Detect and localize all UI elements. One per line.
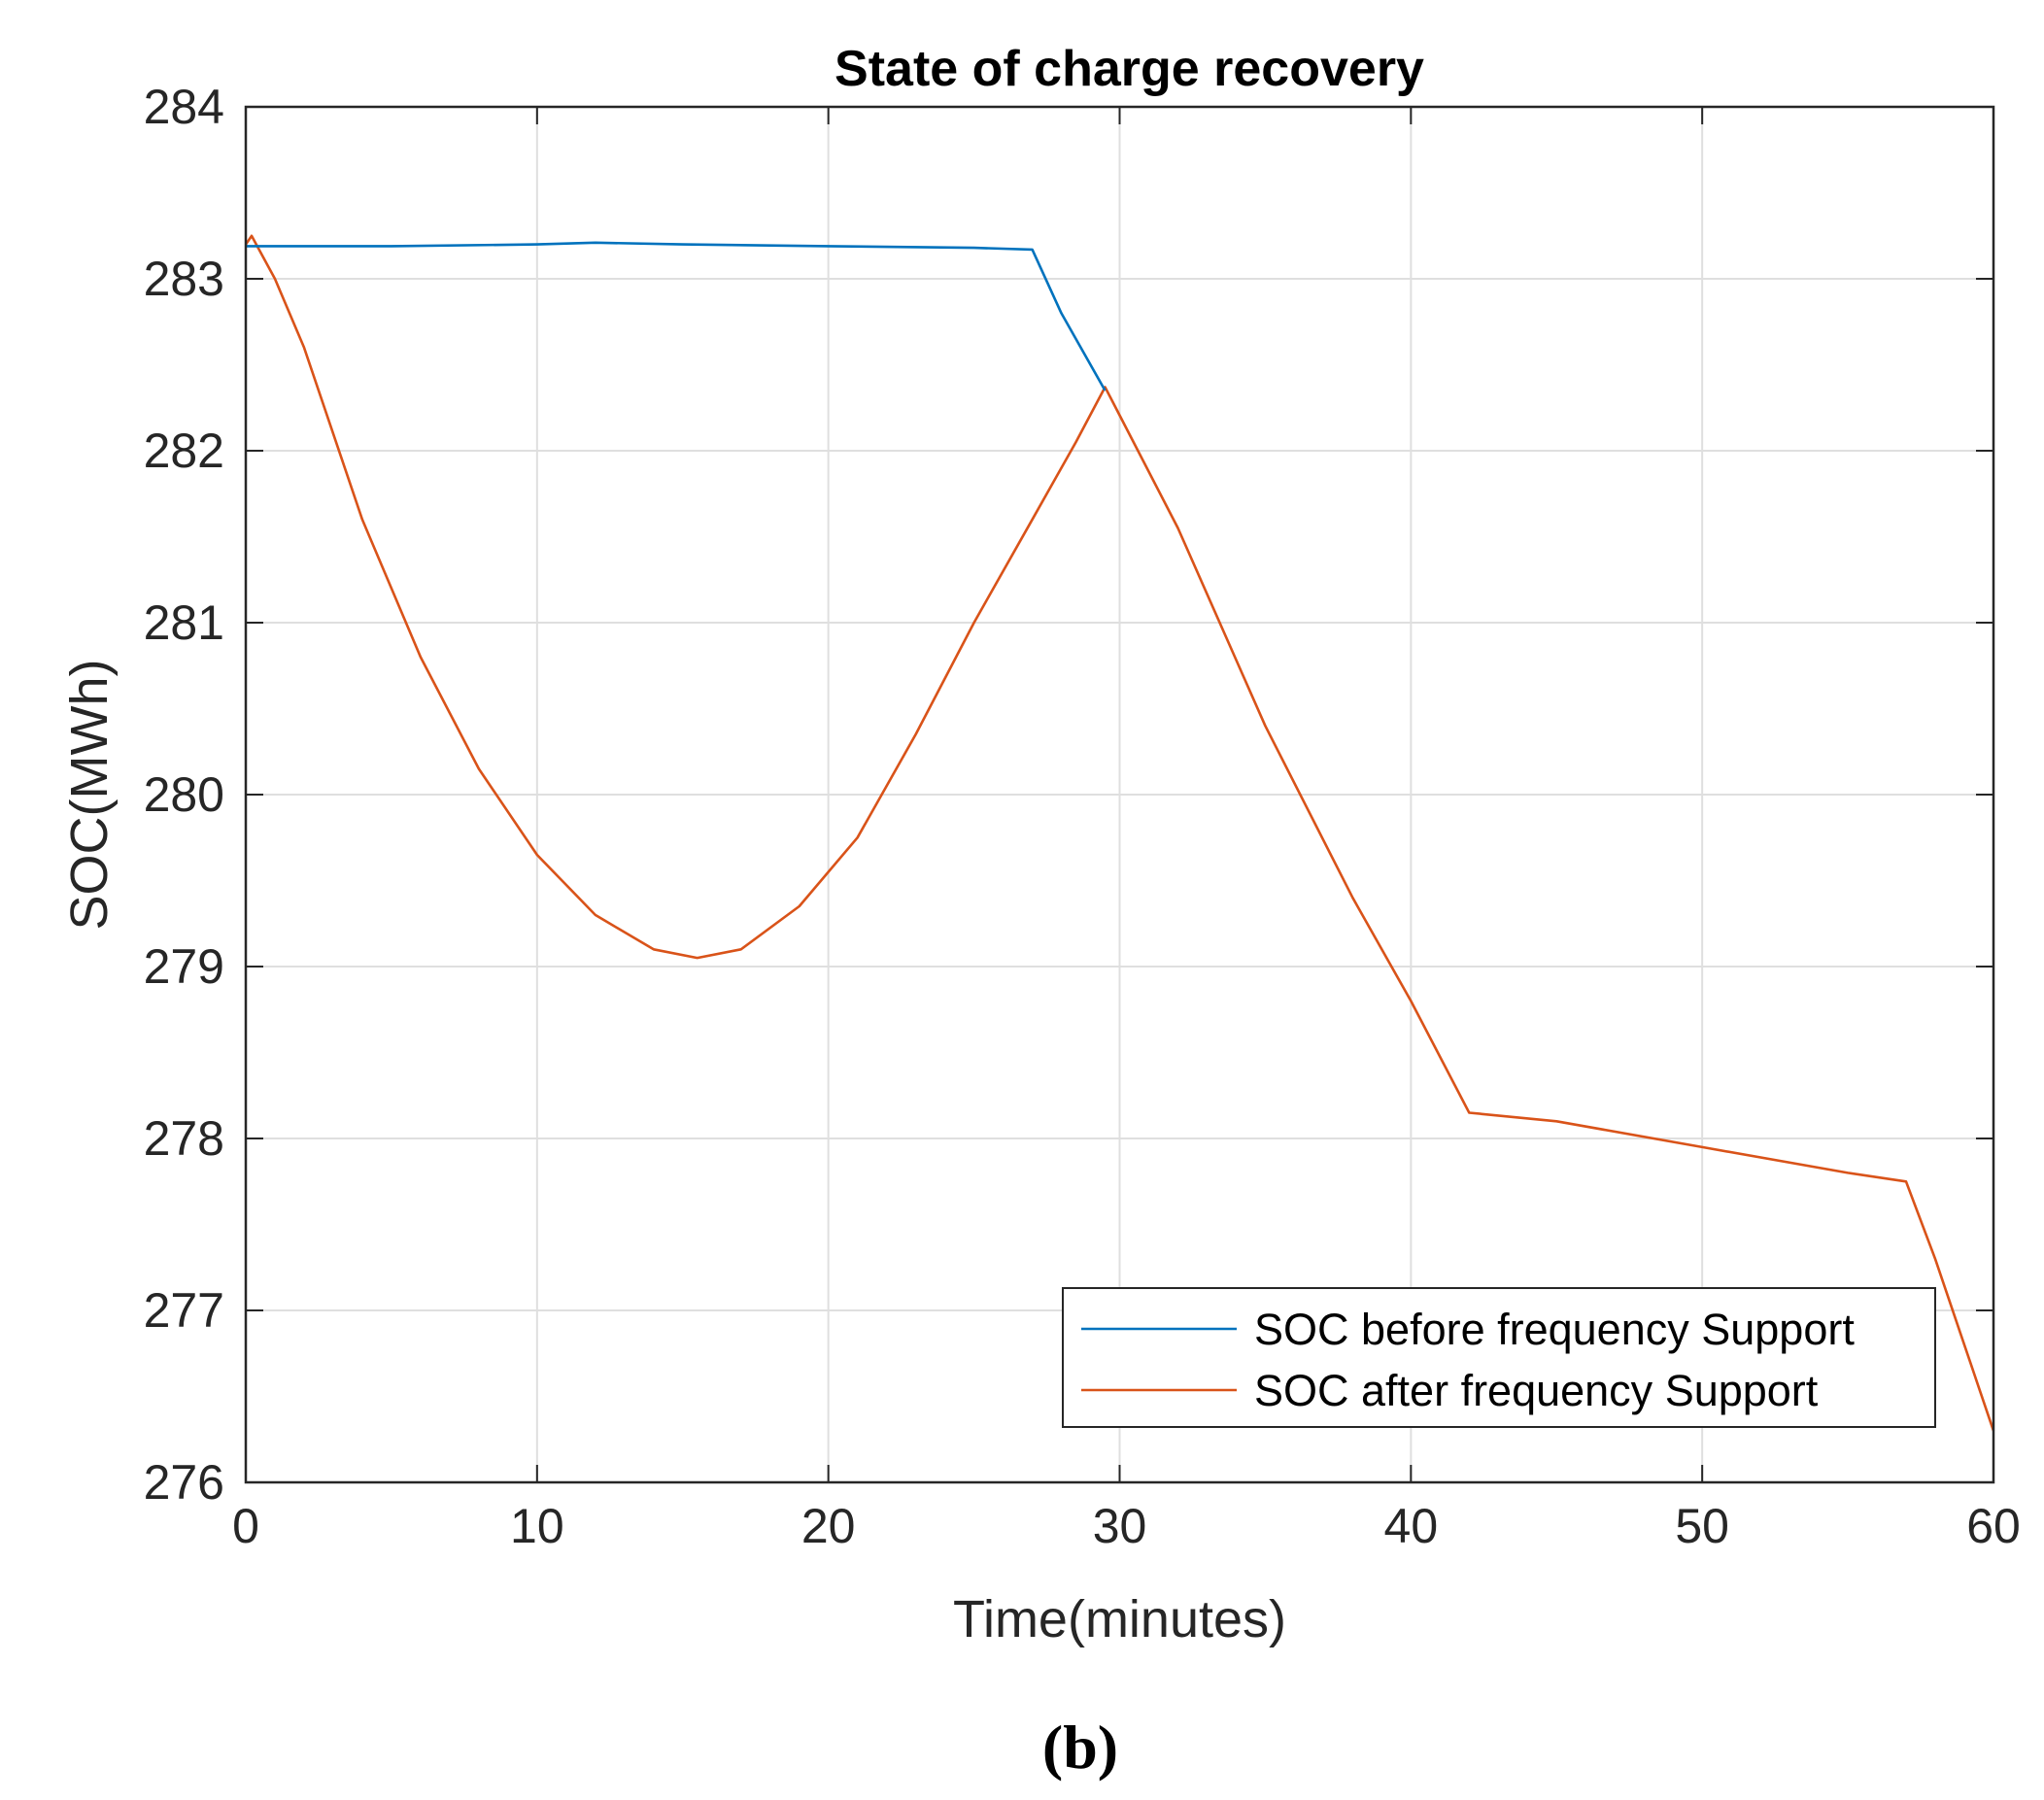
legend-box (1062, 1287, 1936, 1428)
x-tick-label: 20 (801, 1499, 856, 1553)
series-line-soc-before (246, 241, 1107, 391)
figure-caption: (b) (1042, 1713, 1118, 1782)
y-tick-label: 277 (144, 1283, 224, 1338)
x-tick-label: 40 (1384, 1499, 1439, 1553)
y-tick-label: 282 (144, 424, 224, 478)
series-line-soc-after (244, 234, 1995, 1432)
x-tick-label: 10 (510, 1499, 564, 1553)
x-tick-label: 0 (232, 1499, 259, 1553)
series-group (244, 234, 1995, 1432)
y-tick-label: 276 (144, 1455, 224, 1510)
ticks (245, 106, 1994, 1483)
y-tick-label: 278 (144, 1111, 224, 1166)
chart-title: State of charge recovery (835, 41, 1424, 97)
tick-labels: 0 10 20 30 40 50 60 276 277 278 279 280 281 282 283 284 (144, 80, 2021, 1553)
x-axis-label: Time(minutes) (953, 1590, 1286, 1648)
y-tick-label: 280 (144, 767, 224, 822)
x-tick-label: 50 (1675, 1499, 1729, 1553)
y-tick-label: 281 (144, 595, 224, 650)
legend-label-before: SOC before frequency Support (1254, 1305, 1855, 1354)
x-tick-label: 30 (1093, 1499, 1147, 1553)
legend-label-after: SOC after frequency Support (1254, 1366, 1819, 1415)
y-tick-label: 279 (144, 939, 224, 994)
y-tick-label: 284 (144, 80, 224, 134)
legend: SOC before frequency Support SOC after f… (1062, 1287, 1936, 1428)
y-tick-label: 283 (144, 252, 224, 306)
y-axis-label: SOC(MWh) (60, 660, 119, 931)
x-tick-label: 60 (1966, 1499, 2021, 1553)
